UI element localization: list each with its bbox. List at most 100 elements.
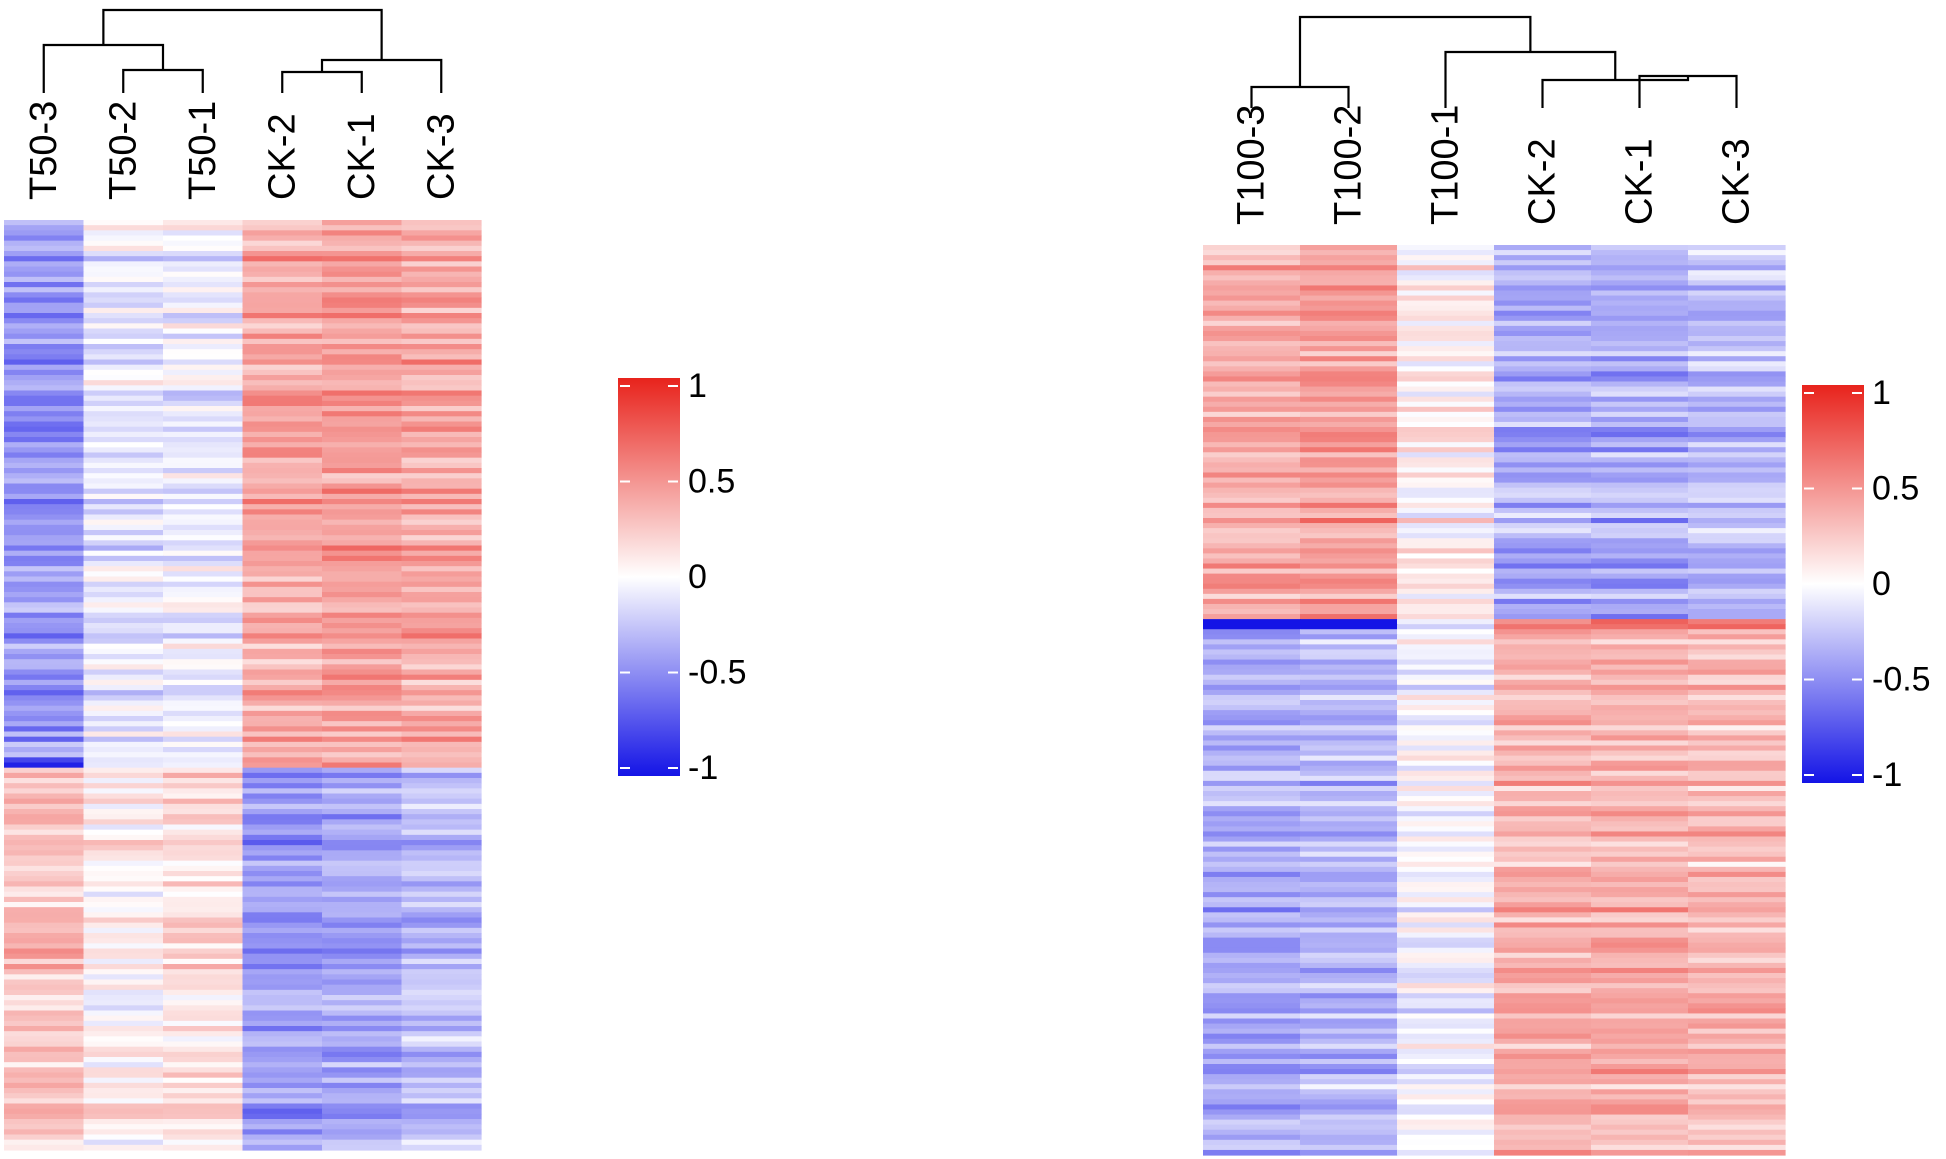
heatmap-cell (1494, 1144, 1592, 1151)
heatmap-cell (1300, 457, 1398, 463)
heatmap-cell (83, 984, 164, 991)
heatmap-cell (1300, 305, 1398, 312)
heatmap-cell (1203, 725, 1301, 731)
heatmap-cell (1300, 1033, 1398, 1040)
heatmap-cell (1494, 280, 1592, 287)
heatmap-cell (1494, 250, 1592, 256)
heatmap-cell (242, 457, 323, 464)
heatmap-cell (322, 1005, 403, 1012)
heatmap-cell (83, 359, 164, 366)
heatmap-cell (83, 235, 164, 242)
heatmap-cell (1688, 538, 1786, 544)
heatmap-cell (4, 1000, 85, 1006)
heatmap-cell (1397, 427, 1495, 433)
heatmap-cell (163, 245, 244, 252)
heatmap-cell (163, 617, 244, 624)
heatmap-cell (163, 400, 244, 407)
heatmap-cell (1494, 1129, 1592, 1136)
heatmap-cell (401, 726, 482, 733)
heatmap-cell (4, 922, 85, 929)
heatmap-cell (401, 814, 482, 820)
heatmap-cell (322, 375, 403, 381)
heatmap-cell (1203, 315, 1301, 322)
heatmap-cell (4, 375, 85, 381)
heatmap-cell (163, 1041, 244, 1048)
heatmap-cell (1300, 826, 1398, 833)
column-label: CK-2 (1522, 138, 1564, 225)
heatmap-cell (1591, 330, 1689, 337)
heatmap-cell (1688, 603, 1786, 610)
heatmap-cell (1494, 609, 1592, 615)
heatmap-cell (242, 984, 323, 991)
heatmap-cell (4, 524, 85, 531)
heatmap-cell (1591, 791, 1689, 797)
heatmap-cell (1494, 639, 1592, 645)
heatmap-cell (1397, 1094, 1495, 1100)
heatmap-cell (401, 359, 482, 366)
heatmap-cell (1397, 588, 1495, 595)
heatmap-cell (1494, 447, 1592, 453)
heatmap-cell (1591, 725, 1689, 731)
heatmap-cell (1591, 578, 1689, 585)
heatmap-cell (1688, 416, 1786, 423)
column-label: CK-3 (420, 113, 462, 200)
heatmap-cell (163, 788, 244, 795)
heatmap-cell (242, 447, 323, 454)
heatmap-cell (1203, 1124, 1301, 1131)
heatmap-cell (1300, 310, 1398, 317)
heatmap-cell (242, 989, 323, 996)
heatmap-cell (163, 540, 244, 547)
heatmap-cell (1300, 902, 1398, 908)
heatmap-cell (1494, 255, 1592, 261)
heatmap-cell (1397, 720, 1495, 726)
heatmap-cell (401, 561, 482, 567)
heatmap-cell (1494, 1069, 1592, 1075)
heatmap-cell (1591, 518, 1689, 524)
heatmap-cell (1397, 1129, 1495, 1136)
heatmap-cell (1494, 578, 1592, 585)
heatmap-cell (322, 612, 403, 619)
heatmap-cell (1591, 740, 1689, 747)
heatmap-cell (83, 881, 164, 888)
heatmap-cell (1397, 356, 1495, 362)
heatmap-cell (163, 716, 244, 722)
heatmap-cell (322, 1093, 403, 1099)
heatmap-cell (1300, 361, 1398, 367)
heatmap-cell (163, 638, 244, 645)
heatmap-cell (401, 530, 482, 536)
heatmap-cell (1494, 659, 1592, 666)
heatmap-cell (1688, 705, 1786, 711)
heatmap-cell (163, 395, 244, 402)
heatmap-cell (1688, 523, 1786, 529)
heatmap-cell (401, 933, 482, 939)
heatmap-cell (1494, 320, 1592, 327)
heatmap-cell (1397, 937, 1495, 944)
heatmap-cell (1300, 492, 1398, 499)
heatmap-cell (163, 452, 244, 459)
heatmap-cell (242, 1113, 323, 1120)
heatmap-cell (1397, 371, 1495, 378)
heatmap-cell (1397, 538, 1495, 544)
heatmap-cell (1300, 376, 1398, 383)
heatmap-cell (4, 679, 85, 686)
heatmap-cell (1688, 285, 1786, 292)
heatmap-cell (4, 907, 85, 913)
heatmap-cell (1397, 518, 1495, 524)
heatmap-cell (4, 716, 85, 722)
heatmap-cell (83, 654, 164, 660)
heatmap-cell (1203, 962, 1301, 969)
heatmap-cell (1591, 1129, 1689, 1136)
heatmap-cell (1688, 942, 1786, 949)
heatmap-cell (163, 659, 244, 665)
heatmap-cell (242, 540, 323, 547)
heatmap-cell (401, 1077, 482, 1084)
heatmap-cell (1300, 553, 1398, 560)
heatmap-cell (163, 958, 244, 965)
heatmap-cell (1591, 538, 1689, 544)
heatmap-cell (1300, 649, 1398, 656)
heatmap-cell (242, 607, 323, 614)
heatmap-cell (401, 230, 482, 237)
heatmap-cell (1300, 563, 1398, 570)
heatmap-cell (1688, 1089, 1786, 1095)
heatmap-cell (1688, 912, 1786, 918)
